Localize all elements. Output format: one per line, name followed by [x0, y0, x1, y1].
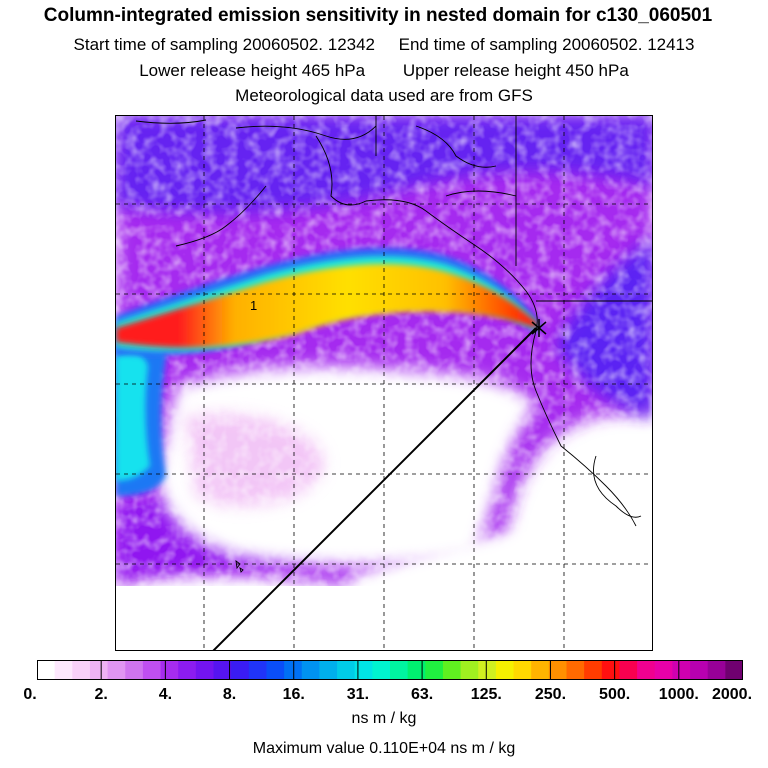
- color-scale-tick-label: 125.: [470, 686, 502, 703]
- sampling-time-row: Start time of sampling 20060502. 12342 E…: [0, 35, 768, 55]
- color-scale-tick-label: 63.: [410, 686, 434, 703]
- scale-unit-label: ns m / kg: [351, 710, 417, 727]
- color-scale-ticks: [100, 660, 680, 680]
- color-scale-cell: [672, 660, 691, 680]
- color-scale-cell: [654, 660, 673, 680]
- color-scale-tick-label: 4.: [158, 686, 173, 703]
- color-scale-cell: [707, 660, 726, 680]
- plume-contour-label: 1: [250, 298, 257, 313]
- color-scale-cell: [531, 660, 550, 680]
- trajectory-line: [212, 327, 537, 650]
- color-scale-cell: [584, 660, 603, 680]
- color-scale-cell: [601, 660, 621, 680]
- maximum-value-label: Maximum value 0.110E+04 ns m / kg: [252, 740, 516, 757]
- color-scale-cell: [619, 660, 638, 680]
- color-scale-cell: [248, 660, 268, 680]
- end-time-label: End time of sampling 20060502. 12413: [398, 35, 695, 54]
- plot-title: Column-integrated emission sensitivity i…: [43, 5, 713, 26]
- color-scale-cell: [548, 660, 568, 680]
- color-scale-cell: [354, 660, 373, 680]
- color-scale-cell: [142, 660, 162, 680]
- color-scale-cell: [566, 660, 585, 680]
- field-noise: [116, 116, 652, 650]
- color-scale-cell: [54, 660, 73, 680]
- color-scale-tick-label: 8.: [222, 686, 237, 703]
- color-scale-bar: [37, 660, 743, 680]
- color-scale-cell: [637, 660, 656, 680]
- color-scale-cell: [284, 660, 303, 680]
- lat-lon-grid: [116, 116, 652, 650]
- color-scale-cell: [372, 660, 391, 680]
- color-scale-cell: [213, 660, 232, 680]
- color-scale-cell: [195, 660, 215, 680]
- color-scale-cell: [107, 660, 126, 680]
- lower-release-label: Lower release height 465 hPa: [139, 61, 366, 80]
- color-scale-tick-label: 1000.: [658, 686, 699, 703]
- color-scale-cell: [231, 660, 250, 680]
- color-scale-cells: [37, 660, 743, 680]
- color-scale-cell: [301, 660, 320, 680]
- receptor-marker: [531, 319, 547, 337]
- upper-release-label: Upper release height 450 hPa: [402, 61, 629, 80]
- color-scale-cell: [425, 660, 444, 680]
- color-scale-tick-label: 2.: [94, 686, 108, 703]
- map-canvas: 1: [116, 116, 652, 650]
- coastlines: [135, 116, 652, 573]
- color-scale-cell: [178, 660, 197, 680]
- color-scale-cell: [72, 660, 91, 680]
- color-scale-cell: [160, 660, 179, 680]
- color-scale-cell: [495, 660, 515, 680]
- color-scale-tick-label: 16.: [282, 686, 305, 703]
- field-cyan-core: [116, 352, 150, 481]
- color-scale-cell: [337, 660, 356, 680]
- color-scale-cell: [37, 660, 56, 680]
- color-scale-cell: [513, 660, 532, 680]
- color-scale-cell: [478, 660, 497, 680]
- sensitivity-map: 1: [115, 115, 653, 651]
- field-white-bottom: [116, 586, 652, 650]
- color-scale-cell: [266, 660, 285, 680]
- release-height-row: Lower release height 465 hPa Upper relea…: [0, 61, 768, 81]
- color-scale-tick-label: 2000.: [711, 686, 753, 703]
- color-scale-cell: [442, 660, 462, 680]
- color-scale-cell: [319, 660, 338, 680]
- plume-core: [116, 264, 538, 348]
- start-time-label: Start time of sampling 20060502. 12342: [73, 35, 376, 54]
- color-scale-cell: [390, 660, 409, 680]
- color-scale-cell: [690, 660, 709, 680]
- met-data-label: Meteorological data used are from GFS: [235, 86, 533, 105]
- color-scale-tick-label: 500.: [599, 686, 631, 703]
- color-scale-cell: [725, 660, 743, 680]
- color-scale-cell: [407, 660, 426, 680]
- color-scale-frame: [37, 660, 743, 680]
- color-scale-tick-label: 250.: [534, 686, 567, 703]
- color-scale-cell: [460, 660, 479, 680]
- color-scale-cell: [125, 660, 144, 680]
- color-scale-tick-label: 31.: [346, 686, 370, 703]
- color-scale-tick-label: 0.: [23, 686, 37, 703]
- color-scale-cell: [89, 660, 109, 680]
